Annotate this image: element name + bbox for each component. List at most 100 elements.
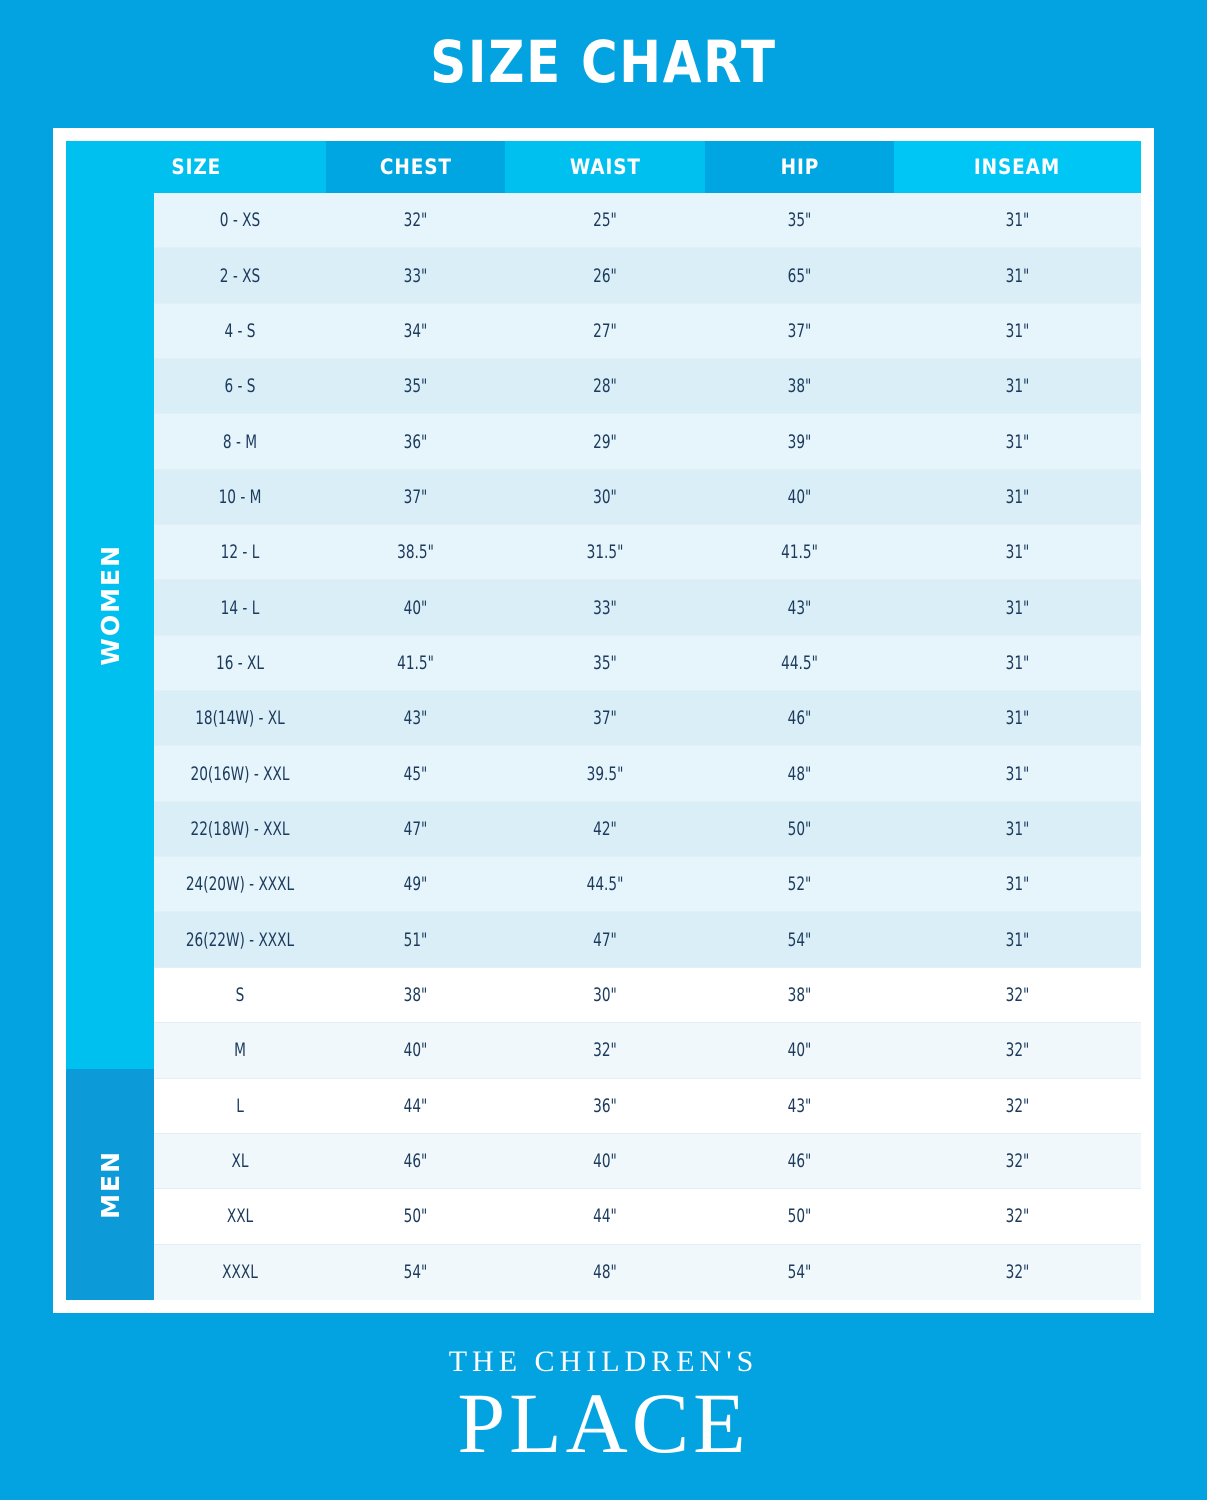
- table-cell-chest: 32": [403, 209, 428, 232]
- table-cell-hip: 43": [787, 1094, 812, 1117]
- table-cell-hip: 41.5": [781, 541, 818, 564]
- table-cell-waist: 31.5": [586, 541, 624, 564]
- table-row: 2 - XS 33" 26" 65" 31": [154, 248, 1141, 304]
- table-row: L 44" 36" 43" 32": [154, 1078, 1141, 1134]
- table-cell-chest: 45": [403, 762, 428, 785]
- table-header-row: SIZE CHEST WAIST HIP INSEAM: [66, 141, 1141, 193]
- table-cell-chest: 36": [403, 430, 428, 453]
- table-cell-waist: 48": [593, 1261, 617, 1284]
- table-cell-size: S: [235, 983, 245, 1006]
- table-row: 12 - L 38.5" 31.5" 41.5" 31": [154, 525, 1141, 581]
- table-cell-inseam: 31": [1005, 209, 1030, 232]
- table-cell-inseam: 32": [1005, 1039, 1030, 1062]
- table-cell-hip: 52": [787, 873, 812, 896]
- table-cell-hip: 54": [787, 1261, 812, 1284]
- table-cell-hip: 50": [787, 1205, 812, 1228]
- table-cell-size: 4 - S: [224, 319, 256, 342]
- table-cell-waist: 39.5": [586, 762, 624, 785]
- table-row: 22(18W) - XXL 47" 42" 50" 31": [154, 801, 1141, 858]
- table-cell-chest: 54": [403, 1261, 428, 1284]
- table-cell-inseam: 31": [1005, 430, 1030, 453]
- table-cell-inseam: 32": [1005, 1261, 1030, 1284]
- table-cell-waist: 40": [593, 1150, 617, 1173]
- table-cell-inseam: 32": [1005, 983, 1030, 1006]
- table-cell-inseam: 31": [1005, 485, 1030, 508]
- table-row: 8 - M 36" 29" 39" 31": [154, 414, 1141, 470]
- column-header-chest: CHEST: [326, 141, 505, 193]
- column-header-hip: HIP: [705, 141, 894, 193]
- table-cell-waist: 44.5": [586, 873, 624, 896]
- table-cell-chest: 33": [403, 264, 428, 287]
- table-cell-size: 18(14W) - XL: [195, 707, 285, 730]
- table-cell-hip: 44.5": [781, 651, 818, 674]
- table-cell-size: 10 - M: [218, 485, 262, 508]
- table-row: 16 - XL 41.5" 35" 44.5" 31": [154, 635, 1141, 692]
- table-cell-hip: 38": [787, 375, 812, 398]
- table-cell-chest: 49": [403, 873, 428, 896]
- section-band-men: MEN: [66, 1069, 154, 1300]
- table-row: 0 - XS 32" 25" 35" 31": [154, 193, 1141, 249]
- table-cell-waist: 25": [593, 209, 617, 232]
- table-cell-size: 22(18W) - XXL: [190, 817, 290, 840]
- table-cell-chest: 46": [403, 1150, 428, 1173]
- column-header-waist: WAIST: [505, 141, 705, 193]
- table-cell-inseam: 31": [1005, 707, 1030, 730]
- table-cell-hip: 54": [787, 928, 812, 951]
- table-cell-chest: 40": [403, 1039, 428, 1062]
- table-cell-hip: 43": [787, 596, 812, 619]
- page-title: SIZE CHART: [430, 28, 777, 96]
- table-cell-waist: 30": [593, 485, 617, 508]
- table-cell-waist: 36": [593, 1094, 617, 1117]
- table-cell-chest: 47": [403, 817, 428, 840]
- table-row: M 40" 32" 40" 32": [154, 1023, 1141, 1079]
- table-cell-chest: 51": [403, 928, 428, 951]
- table-cell-hip: 39": [787, 430, 812, 453]
- table-cell-size: 24(20W) - XXXL: [185, 873, 295, 896]
- table-row: 18(14W) - XL 43" 37" 46" 31": [154, 691, 1141, 747]
- section-band-women: WOMEN: [66, 141, 154, 1069]
- table-row: S 38" 30" 38" 32": [154, 967, 1141, 1024]
- table-cell-inseam: 31": [1005, 596, 1030, 619]
- table-cell-waist: 33": [593, 596, 617, 619]
- logo-line-main: PLACE: [457, 1375, 750, 1471]
- table-cell-size: XL: [231, 1150, 249, 1173]
- table-cell-size: 16 - XL: [216, 651, 264, 674]
- brand-logo: THE CHILDREN'S PLACE: [0, 1345, 1207, 1471]
- table-cell-hip: 50": [787, 817, 812, 840]
- table-cell-hip: 65": [787, 264, 812, 287]
- table-cell-waist: 42": [593, 817, 617, 840]
- section-label-men: MEN: [95, 1150, 125, 1219]
- table-cell-waist: 28": [593, 375, 617, 398]
- table-cell-waist: 37": [593, 707, 617, 730]
- table-cell-size: 12 - L: [220, 541, 260, 564]
- table-cell-size: 8 - M: [222, 430, 258, 453]
- table-cell-waist: 26": [593, 264, 617, 287]
- table-cell-chest: 40": [403, 596, 428, 619]
- table-cell-hip: 35": [787, 209, 812, 232]
- table-cell-hip: 40": [787, 1039, 812, 1062]
- table-cell-inseam: 31": [1005, 651, 1030, 674]
- table-cell-waist: 27": [593, 319, 617, 342]
- table-cell-size: XXXL: [222, 1261, 258, 1284]
- table-cell-hip: 38": [787, 983, 812, 1006]
- table-cell-size: 2 - XS: [219, 264, 261, 287]
- table-cell-size: 14 - L: [220, 596, 260, 619]
- table-row: 10 - M 37" 30" 40" 31": [154, 469, 1141, 526]
- table-cell-hip: 46": [787, 707, 812, 730]
- table-cell-size: XXL: [226, 1205, 254, 1228]
- table-frame: SIZE CHEST WAIST HIP INSEAM WOMEN MEN 0 …: [53, 128, 1154, 1313]
- table-cell-chest: 44": [403, 1094, 428, 1117]
- table-cell-chest: 50": [403, 1205, 428, 1228]
- table-cell-chest: 37": [403, 485, 428, 508]
- table-cell-waist: 32": [593, 1039, 617, 1062]
- table-cell-chest: 41.5": [397, 651, 434, 674]
- table-row: XXL 50" 44" 50" 32": [154, 1189, 1141, 1245]
- table-cell-size: 20(16W) - XXL: [190, 762, 290, 785]
- table-row: 26(22W) - XXXL 51" 47" 54" 31": [154, 912, 1141, 968]
- table-cell-inseam: 31": [1005, 319, 1030, 342]
- table-cell-size: 26(22W) - XXXL: [185, 928, 295, 951]
- table-cell-hip: 46": [787, 1150, 812, 1173]
- table-cell-size: 6 - S: [224, 375, 256, 398]
- table-cell-size: L: [236, 1094, 244, 1117]
